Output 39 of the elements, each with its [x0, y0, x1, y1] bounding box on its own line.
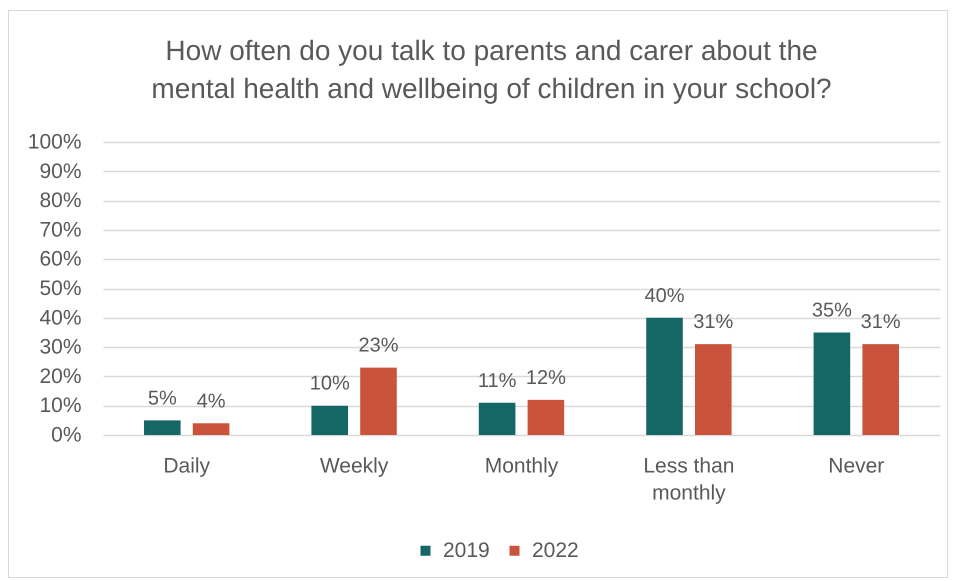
bar: [360, 368, 397, 435]
bar: [478, 402, 516, 435]
data-label: 5%: [148, 387, 177, 410]
x-tick-label: Monthly: [484, 454, 559, 478]
x-tick-label: Daily: [163, 454, 211, 478]
y-tick-label: 90%: [39, 160, 82, 183]
y-tick-label: 60%: [39, 248, 82, 271]
legend-label: 2019: [443, 538, 490, 562]
y-tick-label: 50%: [39, 277, 82, 300]
y-tick-label: 20%: [39, 364, 82, 388]
bar: [862, 344, 899, 435]
data-label: 4%: [196, 390, 226, 412]
y-tick-label: 70%: [39, 218, 82, 242]
data-label: 10%: [310, 372, 350, 395]
y-tick-label: 30%: [39, 336, 82, 359]
data-label: 23%: [358, 334, 399, 357]
data-label: 31%: [693, 311, 734, 334]
y-tick-label: 40%: [39, 306, 82, 330]
data-label: 31%: [860, 311, 901, 334]
bar: [528, 400, 564, 435]
bar: [695, 344, 732, 435]
x-tick-label: Never: [828, 454, 884, 478]
bar: [192, 423, 230, 435]
data-label: 11%: [478, 370, 517, 392]
chart-title: How often do you talk to parents and carer about the mental health and wellbeing of children in your school?: [151, 35, 832, 104]
data-label: 40%: [644, 284, 685, 307]
bar: [814, 332, 850, 435]
data-label: 35%: [812, 299, 852, 322]
x-tick-label: Weekly: [320, 454, 389, 478]
bar: [311, 406, 348, 435]
y-tick-label: 100%: [28, 130, 82, 154]
y-tick-label: 0%: [51, 424, 82, 446]
bar: [646, 318, 683, 435]
legend-label: 2022: [532, 538, 579, 562]
y-tick-label: 80%: [39, 189, 82, 212]
x-tick-label: Less than monthly: [643, 454, 734, 504]
data-label: 12%: [526, 366, 566, 389]
bar: [144, 420, 181, 435]
y-tick-label: 10%: [39, 394, 82, 418]
